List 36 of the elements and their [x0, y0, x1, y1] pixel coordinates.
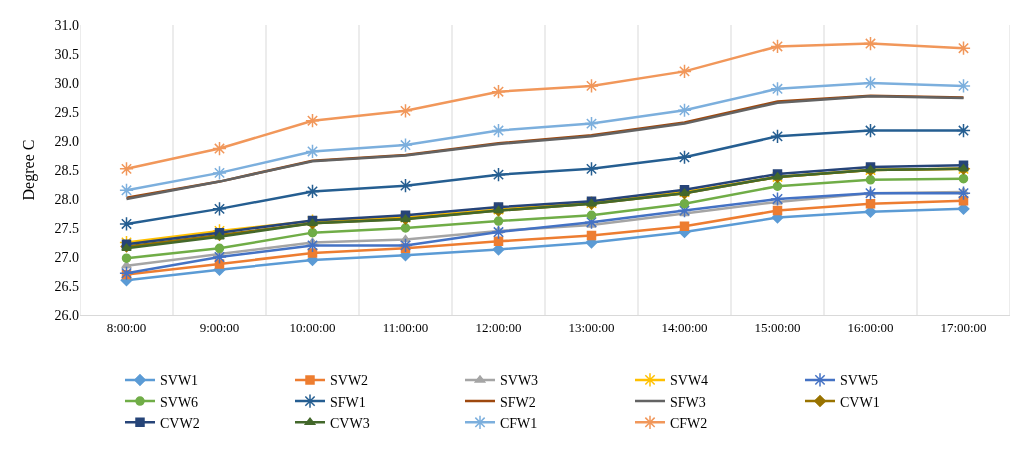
legend-label: CVW1	[840, 394, 880, 410]
x-tick-label: 16:00:00	[847, 319, 894, 335]
y-tick-label: 27.5	[54, 220, 79, 236]
y-tick-label: 30.5	[54, 46, 79, 62]
y-tick-label: 29.5	[54, 104, 79, 120]
legend-label: SFW2	[500, 394, 536, 410]
legend-label: SVW1	[160, 373, 199, 389]
legend-label: CFW1	[500, 415, 538, 431]
legend-label: SVW5	[840, 373, 879, 389]
y-tick-label: 28.5	[54, 162, 79, 178]
x-tick-label: 17:00:00	[940, 319, 987, 335]
legend-label: SVW2	[330, 373, 369, 389]
y-tick-label: 26.5	[54, 278, 79, 294]
legend-label: CVW2	[160, 415, 200, 431]
y-tick-label: 31.0	[54, 17, 79, 33]
legend-label: CVW3	[330, 415, 370, 431]
legend-label: SFW3	[670, 394, 706, 410]
y-tick-label: 30.0	[54, 75, 79, 91]
x-tick-label: 8:00:00	[106, 319, 147, 335]
y-tick-label: 28.0	[54, 191, 79, 207]
legend-label: SVW3	[500, 373, 539, 389]
legend-label: CFW2	[670, 415, 708, 431]
x-tick-label: 15:00:00	[754, 319, 801, 335]
x-tick-label: 13:00:00	[568, 319, 615, 335]
y-axis-title: Degree C	[20, 139, 39, 201]
x-tick-label: 11:00:00	[382, 319, 429, 335]
x-tick-label: 9:00:00	[199, 319, 240, 335]
x-tick-label: 12:00:00	[475, 319, 522, 335]
y-tick-label: 26.0	[54, 307, 79, 323]
legend-label: SFW1	[330, 394, 366, 410]
legend-label: SVW6	[160, 394, 199, 410]
y-tick-label: 29.0	[54, 133, 79, 149]
x-tick-label: 10:00:00	[289, 319, 336, 335]
legend-label: SVW4	[670, 373, 709, 389]
y-tick-label: 27.0	[54, 249, 79, 265]
x-tick-label: 14:00:00	[661, 319, 708, 335]
